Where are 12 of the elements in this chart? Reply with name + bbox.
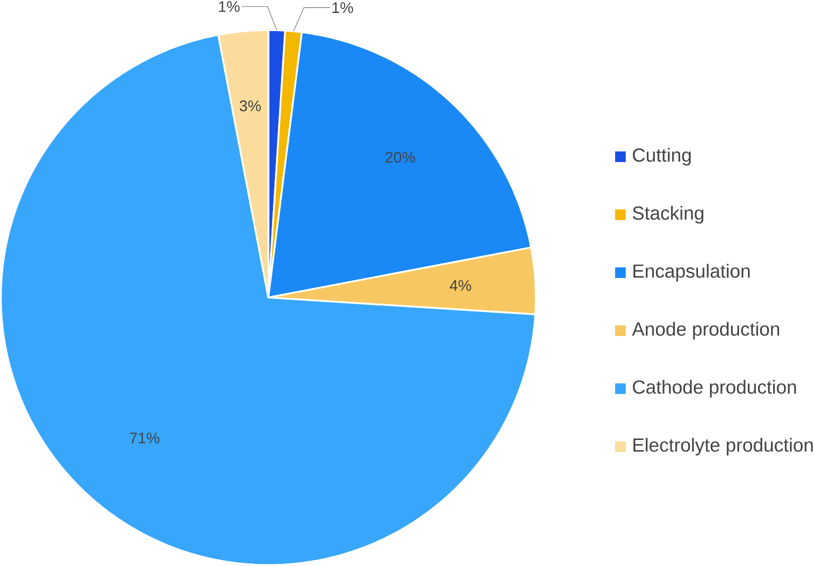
legend-label: Anode production	[632, 322, 780, 340]
data-label: 20%	[386, 152, 416, 163]
data-label: 3%	[240, 100, 261, 112]
data-label: 1%	[332, 2, 354, 14]
data-label: 71%	[130, 432, 160, 444]
data-label: 1%	[219, 1, 240, 12]
legend-label: Cutting	[632, 148, 691, 166]
data-label: 4%	[450, 280, 472, 291]
legend-label: Cathode production	[632, 380, 796, 398]
legend-label: Electrolyte production	[633, 438, 813, 456]
legend-label: Stacking	[632, 206, 704, 224]
legend-label: Encapsulation	[633, 264, 750, 282]
